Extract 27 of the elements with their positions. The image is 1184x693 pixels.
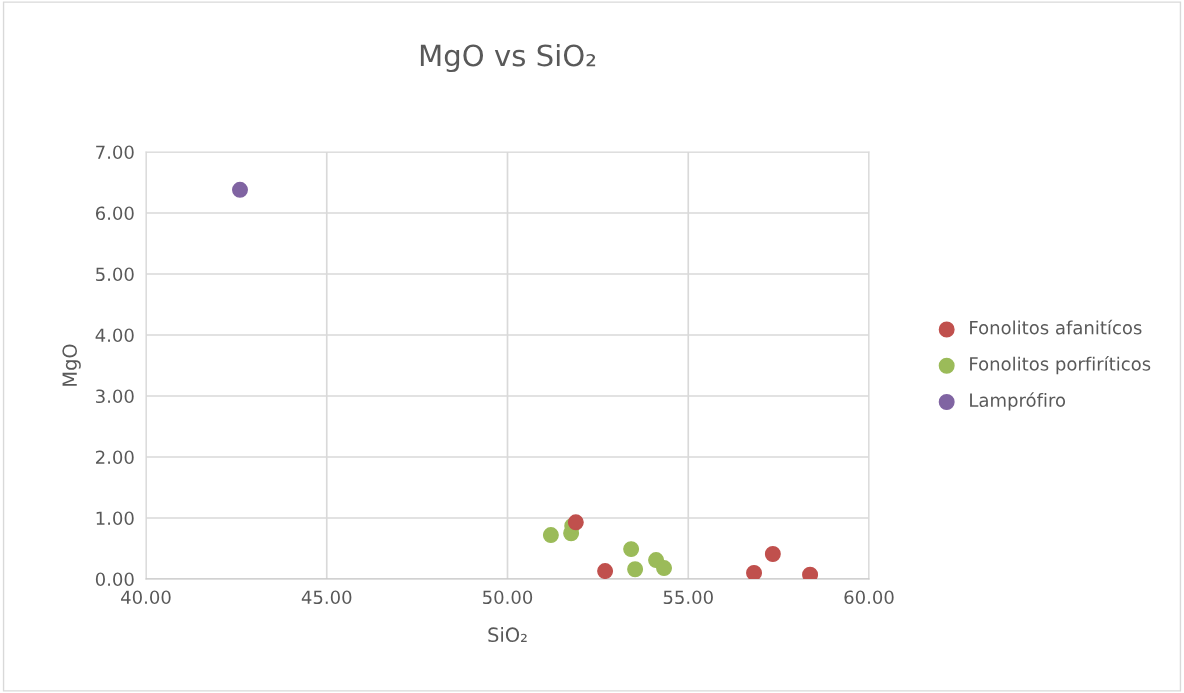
x-tick-label: 40.00: [121, 590, 171, 605]
x-tick-label: 55.00: [663, 590, 713, 605]
legend-label: Lamprófiro: [970, 392, 1066, 411]
point: [627, 561, 644, 578]
point: [656, 560, 673, 576]
y-tick-label: 3.00: [96, 389, 134, 404]
y-tick-label: 0.00: [95, 572, 134, 587]
y-tick-label: 6.00: [95, 206, 134, 221]
x-tick-label: 50.00: [483, 590, 533, 605]
point: [232, 181, 248, 198]
point: [597, 563, 614, 579]
y-tick-label: 5.00: [96, 267, 134, 282]
x-axis-title: SiO₂: [488, 627, 527, 643]
x-tick-label: 45.00: [301, 590, 352, 605]
y-tick-label: 2.00: [96, 450, 134, 465]
point: [542, 527, 559, 544]
point: [746, 564, 763, 579]
chart-title: MgO vs SiO₂: [420, 43, 596, 73]
point: [623, 541, 640, 558]
point: [764, 546, 781, 562]
legend-label: Fonolitos afanitícos: [970, 319, 1142, 335]
x-tick-label: 60.00: [844, 590, 894, 605]
y-axis-title: MgO: [62, 344, 81, 386]
y-tick-label: 7.00: [96, 145, 134, 160]
y-tick-label: 1.00: [96, 511, 134, 526]
y-tick-label: 4.00: [95, 328, 134, 343]
legend-label: Fonolitos porfiríticos: [970, 356, 1151, 375]
